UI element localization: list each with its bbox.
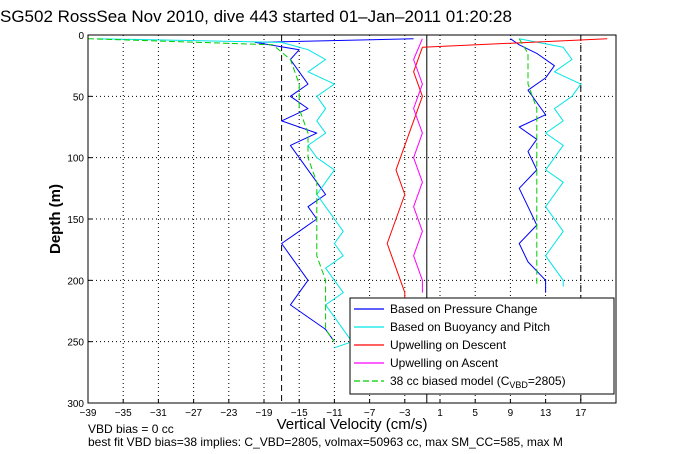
y-tick-label: 150: [67, 215, 84, 226]
x-tick-label: −11: [326, 408, 343, 419]
legend-label: Based on Buoyancy and Pitch: [390, 320, 550, 334]
x-tick-label: −15: [291, 408, 308, 419]
x-tick-label: −23: [220, 408, 237, 419]
y-tick-label: 200: [67, 276, 84, 287]
footer-line-1: VBD bias = 0 cc: [88, 422, 174, 436]
series-line-4: [87, 38, 335, 342]
x-tick-label: −27: [185, 408, 202, 419]
x-tick-label: 13: [540, 408, 552, 419]
x-tick-label: 5: [472, 408, 478, 419]
data-series: [87, 38, 608, 349]
legend-items: Based on Pressure Change Based on Buoyanc…: [354, 302, 566, 390]
series-line-3: [413, 38, 423, 293]
x-axis-ticks: −39 −35 −31 −27 −23 −19 −15 −11 −7 −3 1 5 9 13 17: [80, 399, 587, 419]
chart-title: SG502 RossSea Nov 2010, dive 443 started…: [0, 7, 512, 26]
legend-label: 38 cc biased model (CVBD=2805): [390, 374, 566, 390]
legend-label: Upwelling on Descent: [390, 338, 507, 352]
x-tick-label: 9: [508, 408, 514, 419]
y-axis-label: Depth (m): [47, 184, 64, 254]
x-axis-label: Vertical Velocity (cm/s): [277, 416, 428, 433]
legend-box: [349, 297, 615, 395]
x-tick-label: 17: [575, 408, 587, 419]
series-line-1: [96, 38, 353, 349]
y-tick-label: 0: [78, 31, 84, 42]
y-tick-label: 50: [73, 92, 85, 103]
x-tick-label: −19: [256, 408, 273, 419]
x-tick-label: −3: [399, 408, 411, 419]
y-tick-label: 300: [67, 399, 84, 410]
series-line-2: [386, 38, 608, 299]
y-tick-label: 250: [67, 338, 84, 349]
legend: Based on Pressure Change Based on Buoyanc…: [349, 297, 615, 395]
series-line-1: [519, 38, 582, 287]
y-tick-label: 100: [67, 154, 84, 165]
x-tick-label: −31: [150, 408, 167, 419]
x-tick-label: −35: [115, 408, 132, 419]
x-tick-label: −39: [80, 408, 97, 419]
y-axis-ticks: 0 50 100 150 200 250 300: [67, 31, 92, 410]
legend-label: Upwelling on Ascent: [390, 356, 499, 370]
x-tick-label: −7: [364, 408, 376, 419]
footer-line-2: best fit VBD bias=38 implies: C_VBD=2805…: [88, 435, 563, 449]
x-tick-label: 1: [437, 408, 443, 419]
legend-label: Based on Pressure Change: [390, 302, 538, 316]
series-line-4: [518, 38, 538, 287]
